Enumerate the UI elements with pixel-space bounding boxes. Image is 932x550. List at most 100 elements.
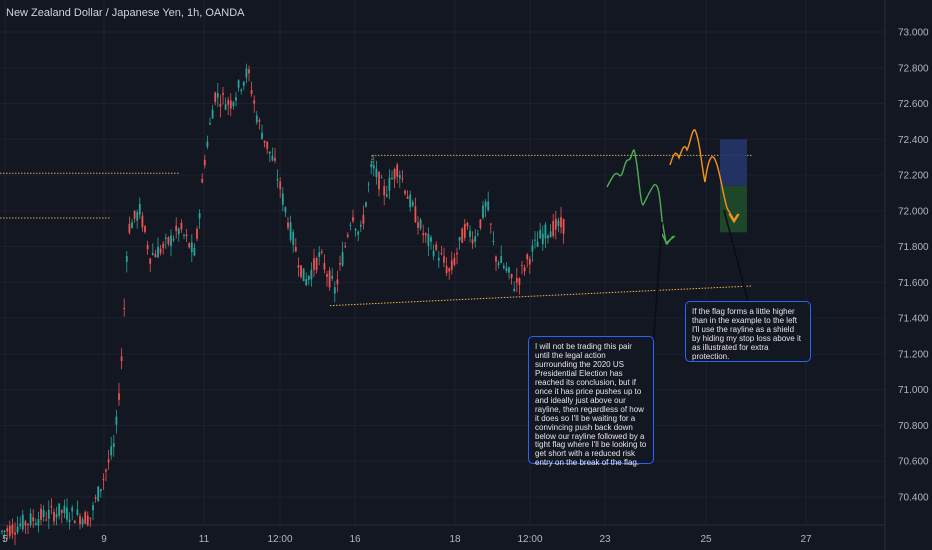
- time-tick-label: 23: [599, 534, 611, 545]
- candle-body: [536, 241, 539, 247]
- candle-body: [24, 521, 27, 526]
- time-tick-label: 5: [2, 534, 8, 545]
- candle-body: [206, 141, 209, 147]
- candle-body: [294, 247, 297, 252]
- candle-body: [73, 520, 76, 524]
- candle-body: [63, 505, 66, 514]
- candle-body: [32, 517, 35, 521]
- price-tick-label: 71.800: [898, 242, 929, 253]
- candle-body: [305, 279, 308, 286]
- candle-body: [144, 226, 146, 232]
- candles: [1, 63, 565, 546]
- candle-body: [313, 258, 315, 270]
- price-tick-label: 71.200: [898, 349, 929, 360]
- candle-body: [92, 505, 94, 511]
- candle-body: [159, 248, 162, 254]
- candle-body: [375, 168, 378, 178]
- candle-body: [326, 274, 328, 277]
- candle-body: [245, 68, 248, 78]
- candle-body: [198, 212, 201, 219]
- candle-body: [393, 168, 396, 180]
- candle-body: [190, 242, 193, 253]
- candle-body: [430, 237, 432, 242]
- candle-body: [469, 231, 471, 237]
- candle-body: [105, 469, 107, 472]
- candle-body: [276, 179, 279, 181]
- candle-body: [237, 80, 240, 88]
- candle-body: [125, 256, 128, 262]
- price-axis[interactable]: 73.000 72.800 72.600 72.400 72.200 72.000 71.8…: [898, 28, 929, 504]
- price-tick-label: 70.400: [898, 493, 929, 504]
- candle-body: [513, 288, 516, 292]
- candle-body: [474, 236, 477, 242]
- candle-body: [352, 217, 354, 222]
- candle-body: [500, 256, 503, 264]
- candle-body: [216, 93, 219, 98]
- price-tick-label: 71.600: [898, 278, 929, 289]
- candle-body: [97, 486, 100, 502]
- candle-body: [445, 266, 448, 274]
- candle-body: [497, 262, 500, 266]
- candle-body: [45, 519, 48, 521]
- candle-body: [175, 225, 178, 232]
- price-tick-label: 72.800: [898, 63, 929, 74]
- price-tick-label: 71.400: [898, 314, 929, 325]
- candle-body: [315, 257, 318, 271]
- candle-body: [359, 224, 362, 227]
- time-axis[interactable]: 5 9 11 12:00 16 18 12:00 23 25 27: [2, 534, 812, 545]
- candle-body: [510, 273, 513, 279]
- time-tick-label: 16: [349, 534, 361, 545]
- candle-body: [554, 218, 557, 230]
- candle-body: [274, 157, 276, 161]
- candle-body: [547, 235, 549, 239]
- candle-body: [521, 265, 523, 267]
- candle-body: [6, 528, 9, 532]
- candle-body: [99, 489, 102, 492]
- stop-zone: [720, 139, 747, 186]
- candle-body: [362, 215, 365, 224]
- candle-body: [34, 523, 37, 525]
- candle-body: [8, 525, 11, 537]
- candle-body: [557, 220, 560, 226]
- candle-body: [453, 258, 456, 265]
- candle-body: [196, 228, 198, 239]
- candle-body: [406, 196, 409, 199]
- candle-body: [489, 223, 492, 225]
- candle-body: [292, 232, 295, 245]
- candle-body: [115, 416, 118, 425]
- price-tick-label: 71.000: [898, 385, 929, 396]
- short-position-box[interactable]: [720, 139, 747, 233]
- candle-body: [320, 251, 323, 253]
- candle-body: [310, 269, 313, 280]
- candle-body: [261, 132, 263, 140]
- candle-body: [21, 514, 24, 530]
- candle-body: [242, 81, 245, 86]
- candle-body: [240, 89, 243, 91]
- stop-loss-note[interactable]: If the flag forms a little higher than i…: [685, 301, 811, 362]
- candle-body: [388, 177, 391, 191]
- candle-body: [29, 513, 32, 525]
- candle-body: [437, 257, 440, 261]
- candle-body: [154, 254, 157, 258]
- candle-body: [167, 237, 170, 245]
- candle-body: [552, 221, 555, 237]
- candle-body: [3, 530, 6, 532]
- candle-body: [333, 287, 336, 294]
- candle-body: [255, 115, 258, 123]
- green-arrow-head: [661, 233, 674, 246]
- candle-body: [209, 123, 211, 125]
- candle-body: [404, 190, 406, 194]
- candle-body: [539, 229, 542, 239]
- candle-body: [201, 179, 204, 183]
- trade-plan-note[interactable]: I will not be trading this pair until th…: [528, 336, 654, 467]
- candle-body: [357, 231, 360, 235]
- price-tick-label: 72.200: [898, 171, 929, 182]
- candle-body: [89, 517, 92, 519]
- candle-body: [398, 174, 401, 179]
- candle-body: [203, 159, 206, 166]
- candle-body: [107, 459, 110, 463]
- candle-body: [562, 219, 565, 234]
- candle-body: [372, 165, 375, 169]
